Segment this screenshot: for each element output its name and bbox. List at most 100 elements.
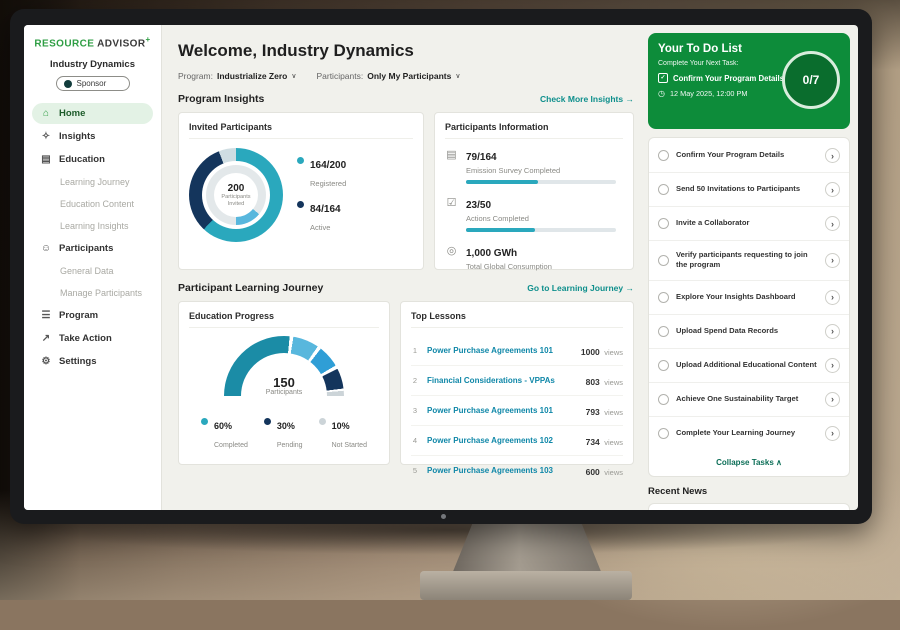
check-more-insights-link[interactable]: Check More Insights →: [539, 94, 634, 104]
sidebar-item-education[interactable]: ▤ Education: [32, 149, 153, 170]
sidebar-item-label: Learning Insights: [60, 221, 129, 232]
location-pin-icon: ◎: [446, 245, 457, 257]
gray-dot-icon: [318, 418, 326, 425]
task-row[interactable]: Verify participants requesting to join t…: [649, 241, 849, 281]
sidebar-item-label: Participants: [59, 243, 114, 255]
invited-legend: 164/200 Registered 84/164 Active: [297, 147, 346, 243]
program-filter-value: Industrialize Zero: [216, 71, 288, 81]
task-row[interactable]: Complete Your Learning Journey ›: [649, 417, 849, 450]
org-name: Industry Dynamics: [50, 59, 135, 71]
task-checkbox[interactable]: [658, 184, 669, 195]
sidebar-item-settings[interactable]: ⚙ Settings: [32, 351, 153, 372]
chevron-right-icon[interactable]: ›: [825, 252, 840, 268]
todo-panel: Your To Do List Complete Your Next Task:…: [646, 25, 858, 510]
task-row[interactable]: Send 50 Invitations to Participants ›: [649, 173, 849, 207]
task-checkbox[interactable]: [658, 359, 669, 371]
sidebar: RESOURCE ADVISOR+ Industry Dynamics Spon…: [24, 25, 162, 510]
chevron-up-icon: ∧: [776, 457, 782, 467]
sidebar-item-learning-journey[interactable]: Learning Journey: [32, 172, 153, 192]
sidebar-item-label: Education Content: [60, 199, 135, 210]
sidebar-item-label: Home: [59, 108, 86, 120]
task-checkbox[interactable]: [658, 427, 669, 439]
todo-next-time: ◷ 12 May 2025, 12:00 PM: [658, 89, 748, 98]
card-title: Education Progress: [189, 311, 379, 328]
stat-emission-survey: ▤ 79/164 Emission Survey Completed: [445, 147, 623, 184]
sidebar-item-home[interactable]: ⌂ Home: [32, 103, 153, 125]
task-row[interactable]: Achieve One Sustainability Target ›: [649, 383, 849, 417]
lesson-row: 2 Financial Considerations - VPPAs 803 v…: [411, 366, 623, 396]
task-checkbox[interactable]: [658, 393, 669, 405]
sidebar-item-insights[interactable]: ✧ Insights: [32, 126, 153, 147]
check-icon: ✓: [658, 73, 668, 83]
task-row[interactable]: Explore Your Insights Dashboard ›: [649, 281, 849, 315]
arrow-right-icon: →: [625, 283, 635, 293]
task-checkbox[interactable]: [658, 218, 669, 229]
insights-cards-row: Invited Participants 200 Participants In…: [178, 112, 634, 271]
todo-subtitle: Complete Your Next Task:: [658, 60, 739, 67]
lesson-link[interactable]: Power Purchase Agreements 101: [427, 406, 553, 415]
app-logo: RESOURCE ADVISOR+: [32, 35, 153, 49]
insights-icon: ✧: [41, 131, 51, 143]
page-title: Welcome, Industry Dynamics: [178, 41, 414, 60]
chevron-right-icon[interactable]: ›: [825, 425, 840, 441]
lesson-link[interactable]: Power Purchase Agreements 103: [427, 466, 553, 475]
chevron-right-icon[interactable]: ›: [825, 148, 840, 163]
program-filter[interactable]: Program: Industrialize Zero ∨: [178, 71, 296, 81]
donut-center-label: Participants Invited: [221, 193, 251, 207]
task-row[interactable]: Upload Spend Data Records ›: [649, 315, 849, 349]
lesson-link[interactable]: Financial Considerations - VPPAs: [427, 376, 555, 385]
sidebar-item-general-data[interactable]: General Data: [32, 261, 153, 281]
progress-bar: [466, 180, 616, 184]
recent-news-card: [648, 502, 850, 510]
legend-active: 84/164 Active: [297, 199, 346, 235]
legend-registered: 164/200 Registered: [297, 155, 346, 191]
task-row[interactable]: Upload Additional Educational Content ›: [649, 349, 849, 383]
home-icon: ⌂: [42, 108, 50, 120]
arrow-up-right-icon: ↗: [41, 333, 51, 345]
task-row[interactable]: Invite a Collaborator ›: [649, 207, 849, 241]
go-to-learning-journey-link[interactable]: Go to Learning Journey →: [527, 283, 634, 293]
lesson-row: 3 Power Purchase Agreements 101 793 view…: [411, 396, 623, 426]
chevron-right-icon[interactable]: ›: [825, 357, 840, 373]
todo-summary-card: Your To Do List Complete Your Next Task:…: [648, 33, 850, 129]
task-checkbox[interactable]: [658, 325, 669, 337]
card-title: Top Lessons: [411, 311, 623, 328]
book-icon: ▤: [41, 154, 51, 166]
monitor-stand-neck: [452, 522, 602, 574]
sidebar-item-program[interactable]: ☰ Program: [32, 305, 153, 326]
filter-bar: Program: Industrialize Zero ∨ Participan…: [178, 71, 634, 81]
survey-icon: ▤: [446, 149, 457, 161]
task-checkbox[interactable]: [658, 291, 669, 303]
sidebar-item-take-action[interactable]: ↗ Take Action: [32, 328, 153, 349]
sidebar-item-label: Learning Journey: [60, 177, 130, 188]
sidebar-nav: ⌂ Home ✧ Insights ▤ Education Learning J…: [32, 103, 153, 372]
sidebar-item-education-content[interactable]: Education Content: [32, 194, 153, 214]
lesson-row: 5 Power Purchase Agreements 103 600 view…: [412, 466, 623, 477]
invited-participants-card: Invited Participants 200 Participants In…: [178, 112, 424, 270]
program-insights-header: Program Insights Check More Insights →: [178, 93, 634, 105]
task-checkbox[interactable]: [658, 150, 669, 161]
lesson-link[interactable]: Power Purchase Agreements 102: [427, 436, 553, 445]
sidebar-item-participants[interactable]: ☺ Participants: [32, 238, 153, 259]
app-logo-plus: +: [145, 35, 151, 44]
sidebar-item-manage-participants[interactable]: Manage Participants: [32, 283, 153, 303]
chevron-right-icon[interactable]: ›: [825, 216, 840, 231]
lesson-link[interactable]: Power Purchase Agreements 101: [427, 346, 553, 355]
collapse-tasks-link[interactable]: Collapse Tasks ∧: [716, 457, 782, 467]
task-checkbox[interactable]: [658, 254, 669, 266]
stat-consumption: ◎ 1,000 GWh Total Global Consumption: [446, 245, 552, 271]
sidebar-item-learning-insights[interactable]: Learning Insights: [32, 216, 153, 236]
chevron-right-icon[interactable]: ›: [825, 182, 840, 197]
sidebar-item-label: Insights: [59, 131, 96, 143]
chevron-right-icon[interactable]: ›: [825, 391, 840, 407]
participants-filter[interactable]: Participants: Only My Participants ∨: [316, 71, 460, 81]
chevron-right-icon[interactable]: ›: [825, 323, 840, 339]
app-logo-primary: RESOURCE: [34, 38, 95, 50]
chevron-right-icon[interactable]: ›: [825, 289, 840, 305]
clock-icon: ◷: [658, 89, 665, 98]
task-row[interactable]: Confirm Your Program Details ›: [649, 139, 849, 173]
teal-dot-icon: [201, 418, 208, 425]
education-legend: 60% Completed 30% Pending 10% Not Starte…: [189, 408, 379, 460]
learning-cards-row: Education Progress 150 Participants: [178, 301, 634, 477]
todo-progress-ring: 0/7: [782, 51, 840, 109]
